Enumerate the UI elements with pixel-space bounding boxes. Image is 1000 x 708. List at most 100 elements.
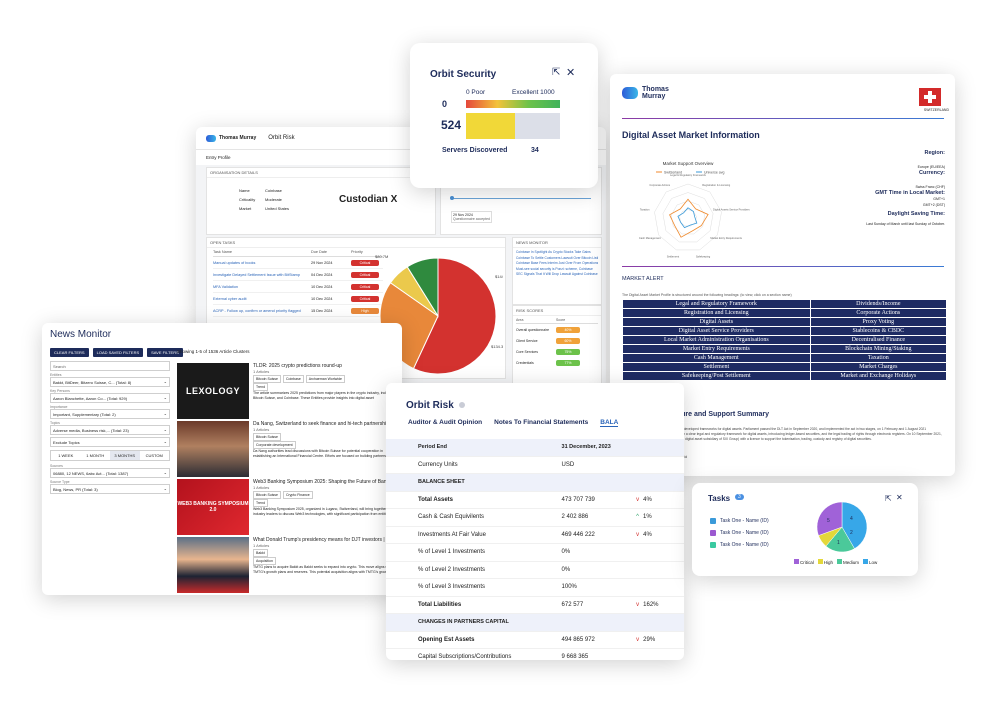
task-name-link[interactable]: MFA Validation (213, 284, 239, 289)
filter-select[interactable]: Exclude Topics ⌄ (50, 437, 170, 447)
section-link[interactable]: Digital Assets (622, 317, 811, 327)
period-tab[interactable]: 3 MONTHS (110, 451, 140, 460)
filter-select[interactable]: Bakkt, BitDeer, Bitzero Suisse, C... (To… (50, 377, 170, 387)
org-detail-label: Criticality (239, 197, 256, 202)
radar-title: Market Support Overview (663, 161, 715, 166)
load-saved-filters-button[interactable]: LOAD SAVED FILTERS (92, 348, 144, 357)
article-entities: Bitcoin Suisse Crypto Finance (253, 491, 395, 499)
filter-select[interactable]: 06880, 12 NEWS, 6abc Act... (Total: 1387… (50, 468, 170, 478)
topic-chip[interactable]: Trend (253, 383, 269, 391)
clear-filters-button[interactable]: CLEAR FILTERS (50, 348, 89, 357)
legend-swatch (837, 559, 843, 564)
news-headline-link[interactable]: Must-see social security is Ponzi: schem… (516, 266, 593, 271)
filter-select[interactable]: Adverse media, Business risk,... (Total:… (50, 425, 170, 435)
task-name-link[interactable]: Manual updates of books (213, 260, 256, 265)
section-link[interactable]: Market and Exchange Holidays (809, 371, 948, 381)
entity-chip[interactable]: Crypto Finance (282, 491, 313, 499)
pie-slice (816, 501, 843, 536)
section-link[interactable]: Market Charges (809, 362, 948, 372)
row-label: Opening Est Assets (418, 636, 475, 643)
task-item[interactable]: Task One - Name (ID) (710, 539, 769, 551)
news-headline-link[interactable]: SEC Signals That It Will Drop Lawsuit Ag… (516, 272, 598, 276)
filter-select[interactable]: Blog, News, PR (Total: 3) ⌄ (50, 484, 170, 494)
article-card[interactable]: What Donald Trump's presidency means for… (177, 537, 397, 593)
pie-slice (406, 257, 439, 318)
topic-chip[interactable]: Trend (253, 499, 269, 507)
save-filters-button[interactable]: SAVE FILTERS (147, 348, 183, 357)
entity-chip[interactable]: Bakkt (253, 549, 268, 557)
task-item[interactable]: Task One - Name (ID) (710, 527, 769, 539)
article-meta: 1 Articles (253, 485, 270, 490)
task-table-header: Task Name Due Date Priority (213, 248, 383, 257)
topic-chip[interactable]: Acquisition (253, 557, 276, 565)
tab-notes-to-financial-statements[interactable]: Notes To Financial Statements (494, 419, 589, 426)
section-link[interactable]: Stablecoins & CBDC (809, 326, 948, 336)
search-input[interactable]: Search (50, 361, 170, 371)
tab-bala[interactable]: BALA (600, 419, 619, 427)
pie-slice (412, 257, 497, 375)
task-row[interactable]: ACRP - Follow up, confirm or amend prior… (213, 305, 383, 317)
entity-chip[interactable]: Bitcoin Suisse (253, 375, 281, 383)
divider (622, 266, 944, 267)
section-link[interactable]: Local Market Administration Organisation… (622, 335, 811, 345)
section-row: Digital Asset Service Providers Stablecoi… (622, 326, 948, 336)
close-icon[interactable]: ✕ (896, 493, 903, 502)
entity-chip[interactable]: Coinbase (282, 375, 304, 383)
article-card[interactable]: WEB3 BANKING SYMPOSIUM 2.0 Web3 Banking S… (177, 479, 397, 535)
task-row[interactable]: MFA Validation 10 Dec 2024 Critical (213, 281, 383, 293)
section-link[interactable]: Safekeeping/Post Settlement (622, 371, 811, 381)
task-name-link[interactable]: External cyber audit (213, 296, 247, 301)
info-icon[interactable] (458, 402, 465, 409)
news-headline-link[interactable]: Coinbase To Settle Customers Lawsuit Ove… (516, 255, 598, 260)
article-title[interactable]: What Donald Trump's presidency means for… (253, 537, 395, 543)
task-name-link[interactable]: Investigate Delayed Settlement Issue wit… (213, 272, 300, 277)
close-icon[interactable]: ✕ (566, 67, 576, 79)
section-link[interactable]: Blockchain Mining/Staking (809, 344, 948, 354)
section-link[interactable]: Taxation (809, 353, 948, 363)
section-link[interactable]: Cash Management (622, 353, 811, 363)
period-tab[interactable]: 1 WEEK (58, 453, 74, 458)
entity-chip[interactable]: Bitcoin Suisse (253, 433, 281, 441)
section-link[interactable]: Settlement (622, 362, 811, 372)
org-details-list: Name Coinbase Criticality Moderate Market Uni… (239, 186, 289, 213)
checkbox-icon[interactable] (710, 517, 716, 524)
section-link[interactable]: Decentralised Finance (809, 335, 948, 345)
task-item[interactable]: Task One - Name (ID) (710, 515, 769, 527)
open-external-icon[interactable]: ⇱ (885, 494, 892, 503)
checkbox-icon[interactable] (710, 541, 716, 548)
period-tab[interactable]: 1 MONTH (86, 453, 105, 458)
radar-axis-label: Market Entry Requirements (710, 236, 742, 240)
topic-chip[interactable]: Corporate development (253, 441, 296, 449)
filter-select[interactable]: Aaron Blanchette, Aaron Co... (Total: 92… (50, 393, 170, 403)
task-row[interactable]: External cyber audit 10 Dec 2024 Critical (213, 293, 383, 305)
section-link[interactable]: Corporate Actions (809, 308, 948, 318)
article-card[interactable]: Da Nang, Switzerland to seek finance and… (177, 421, 397, 477)
open-external-icon[interactable]: ⇱ (552, 67, 561, 78)
row-change: ^ 1% (636, 514, 684, 520)
row-label: % of Level 1 Investments (418, 549, 486, 556)
section-link[interactable]: Proxy Voting (809, 317, 948, 327)
entity-chip[interactable]: Archaeman Worlwide (305, 375, 345, 383)
section-link[interactable]: Digital Asset Service Providers (622, 326, 811, 336)
section-link[interactable]: Dividends/Income (809, 299, 948, 309)
currency-value: Swiss Franc (CHF) (915, 185, 945, 189)
filter-select[interactable]: Important, Supplementary (Total: 2) ⌄ (50, 409, 170, 419)
task-row[interactable]: Manual updates of books 29 Nov 2024 Critic… (213, 257, 383, 269)
timeline-date: 29 Nov 2024 (453, 213, 473, 217)
section-link[interactable]: Market Entry Requirements (622, 344, 811, 354)
news-headline-link[interactable]: Coinbase In Spotlight As Crypto Stocks T… (516, 250, 591, 254)
article-card[interactable]: LEXOLOGY TLDR: 2025 crypto predictions ro… (177, 363, 397, 419)
task-row[interactable]: Investigate Delayed Settlement Issue wit… (213, 269, 383, 281)
article-title[interactable]: Da Nang, Switzerland to seek finance and… (253, 421, 392, 427)
task-name-link[interactable]: ACRP - Follow up, confirm or amend prior… (213, 308, 301, 313)
timeline-dot[interactable] (450, 196, 454, 200)
period-tab[interactable]: CUSTOM (145, 453, 163, 458)
checkbox-icon[interactable] (710, 529, 716, 536)
article-title[interactable]: Web3 Banking Symposium 2025: Shaping the… (253, 479, 395, 485)
section-link[interactable]: Registration and Licensing (622, 308, 811, 318)
entity-chip[interactable]: Bitcoin Suisse (253, 491, 281, 499)
tab-auditor-audit-opinion[interactable]: Auditor & Audit Opinion (408, 419, 483, 426)
news-headline-link[interactable]: Coinbase Base Fees Interim Just Over Fro… (516, 261, 598, 265)
section-link[interactable]: Legal and Regulatory Framework (622, 299, 811, 309)
article-title[interactable]: TLDR: 2025 crypto predictions round-up (253, 363, 342, 369)
